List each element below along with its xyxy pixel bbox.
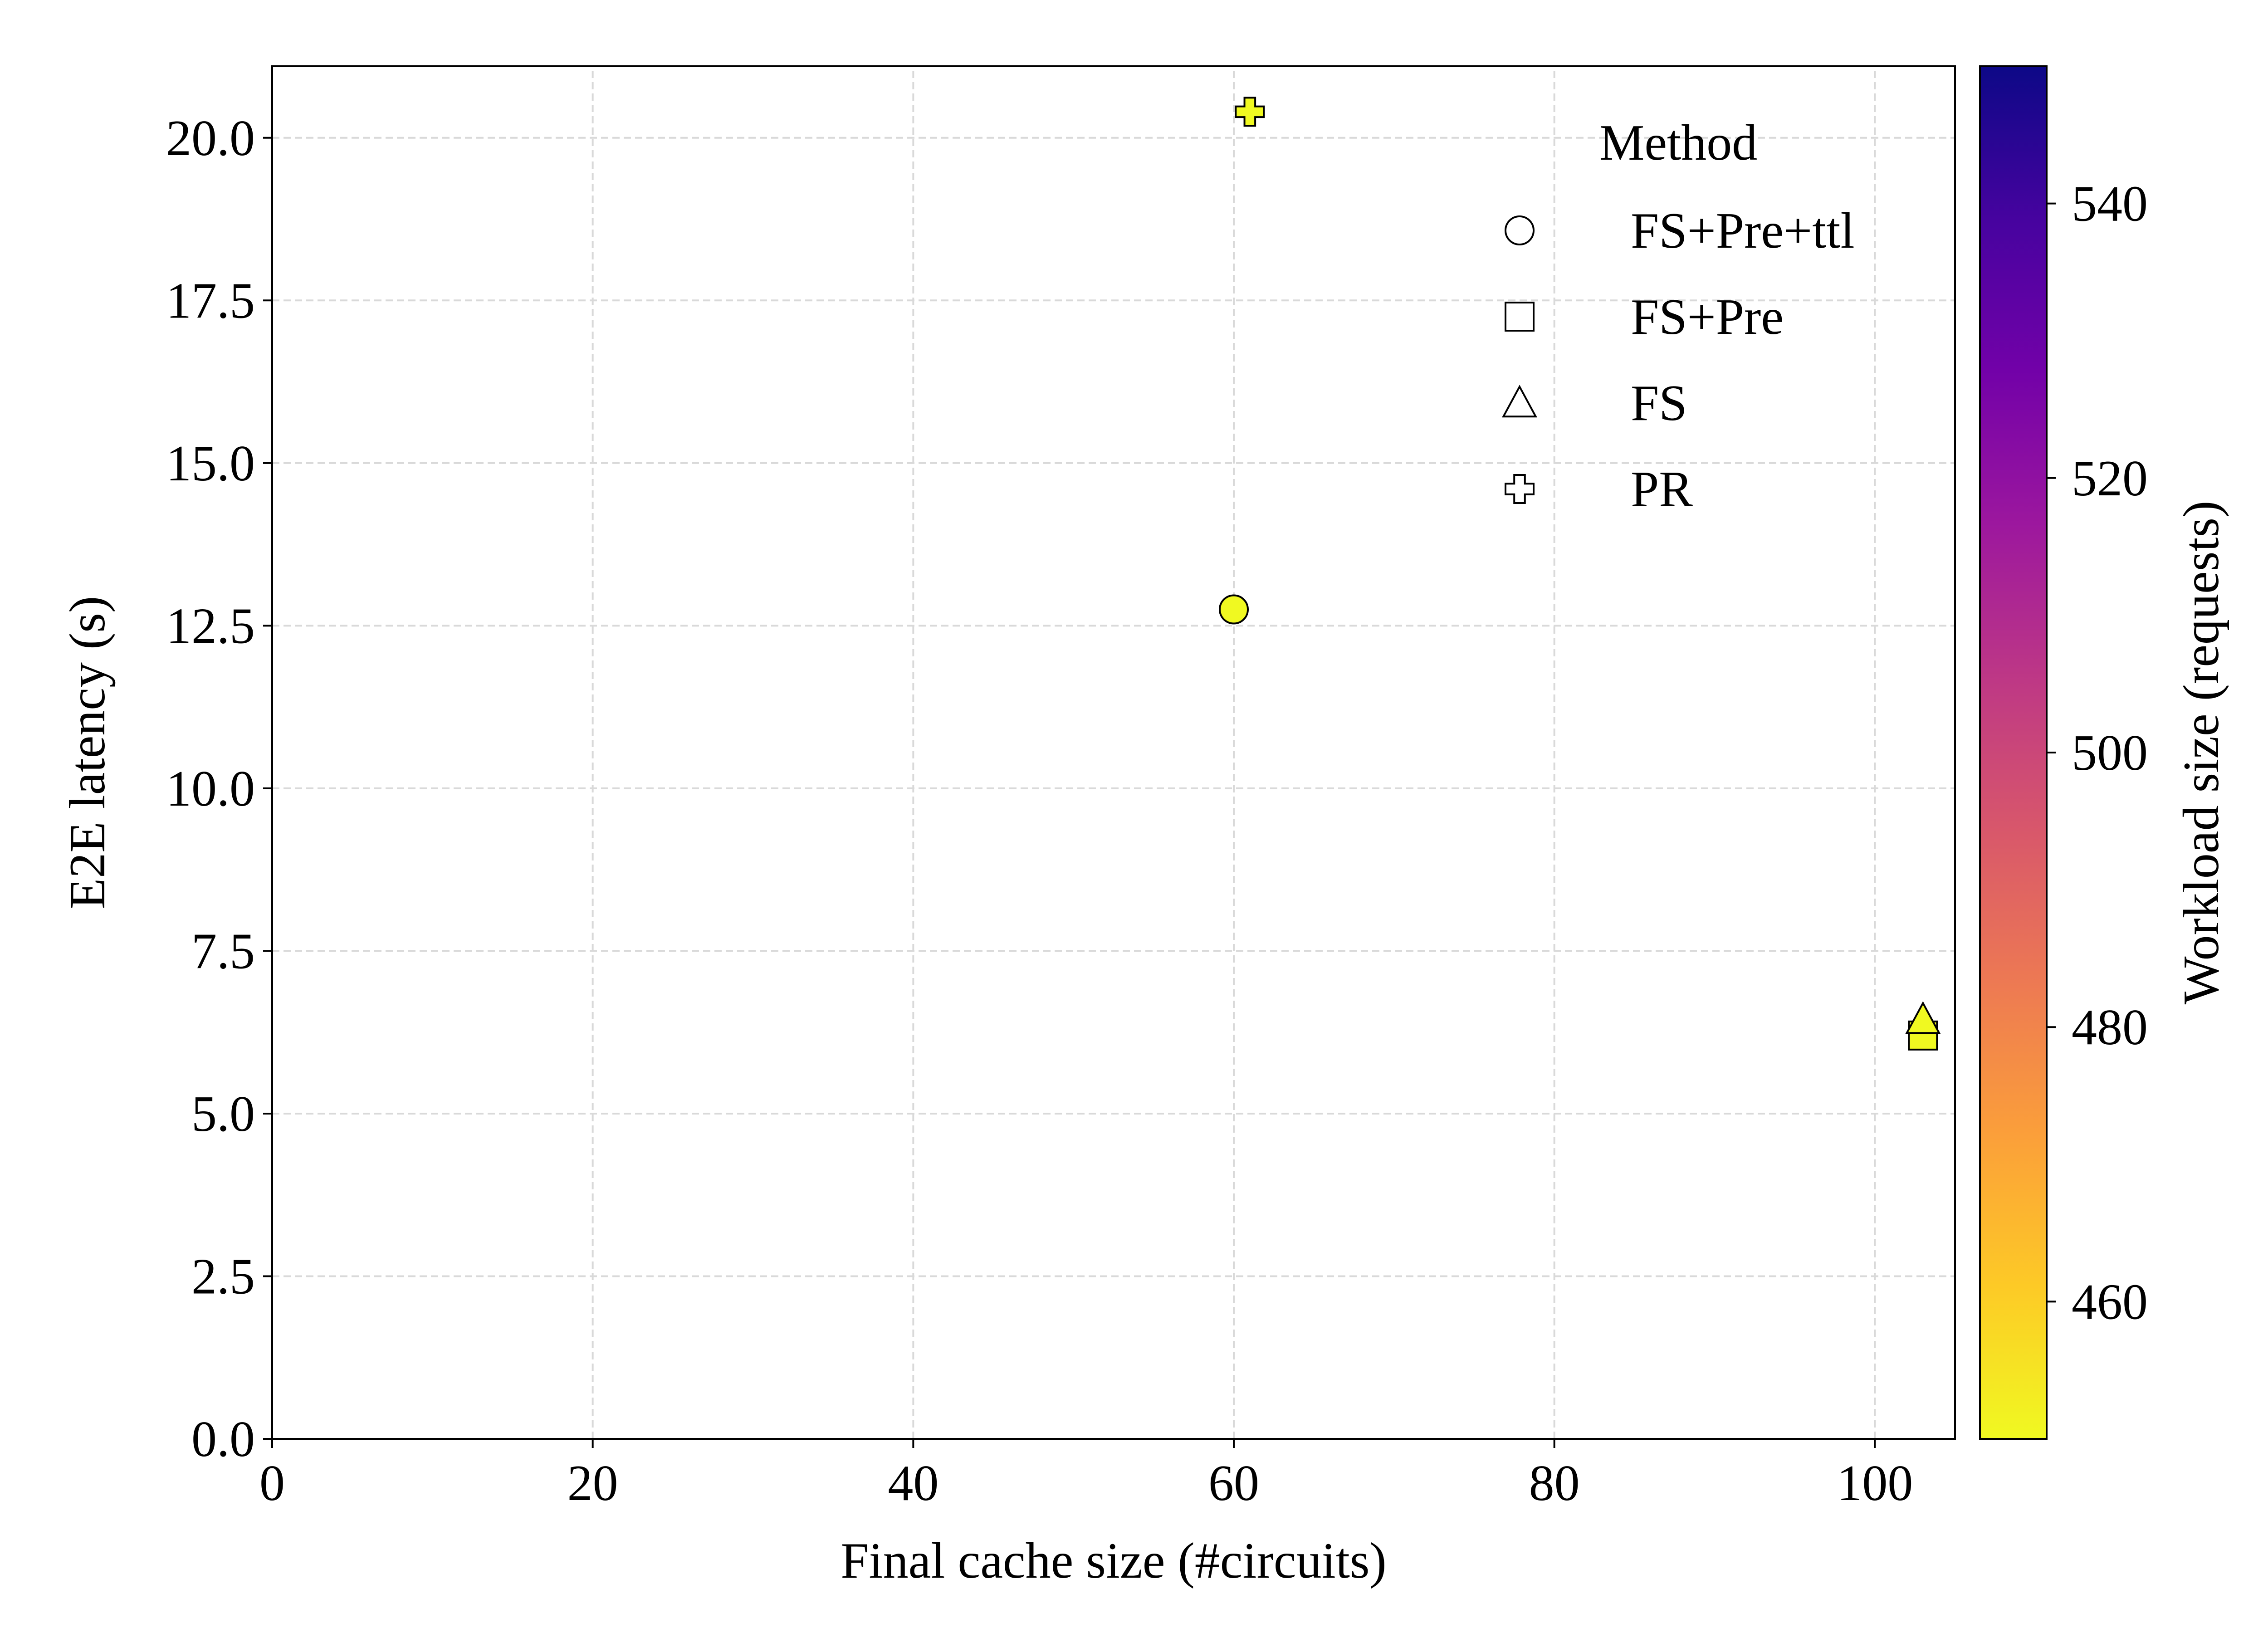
data-point-fs-pre-ttl (1219, 594, 1249, 625)
x-tick-label: 40 (888, 1455, 938, 1511)
colorbar-tick-label: 500 (2072, 725, 2148, 781)
colorbar-gradient (1979, 65, 2048, 1440)
legend-title: Method (1599, 115, 1757, 171)
y-tick-label: 10.0 (166, 761, 255, 817)
y-tick-label: 17.5 (166, 273, 255, 329)
legend-marker-square (1505, 302, 1535, 332)
y-tick-label: 15.0 (166, 435, 255, 492)
data-points (1219, 97, 1941, 1051)
y-tick-label: 12.5 (166, 598, 255, 654)
legend-label: FS+Pre+ttl (1631, 203, 1855, 259)
x-tick-label: 20 (567, 1455, 618, 1511)
x-tick-label: 100 (1837, 1455, 1913, 1511)
colorbar-tick-label: 480 (2072, 999, 2148, 1056)
colorbar-label: Workload size (requests) (2173, 501, 2229, 1005)
colorbar-tick-label: 520 (2072, 450, 2148, 507)
y-tick-label: 5.0 (191, 1086, 255, 1142)
data-point-fs (1905, 1001, 1941, 1034)
legend-label: FS (1631, 375, 1687, 431)
colorbar: 460 480 500 520 540 Workload size (requests) (1979, 65, 2229, 1440)
y-tick-label: 0.0 (191, 1411, 255, 1467)
y-tick-label: 2.5 (191, 1248, 255, 1305)
legend: Method FS+Pre+ttl FS+Pre FS PR (1501, 115, 1855, 518)
y-tick-label: 7.5 (191, 923, 255, 979)
grid (272, 66, 1955, 1439)
colorbar-tick-label: 540 (2072, 176, 2148, 232)
colorbar-tick-label: 460 (2072, 1274, 2148, 1330)
y-tick-label: 20.0 (166, 110, 255, 166)
x-axis-label: Final cache size (#circuits) (841, 1533, 1386, 1589)
x-tick-label: 60 (1208, 1455, 1259, 1511)
plot-area-frame (271, 65, 1956, 1440)
legend-marker-triangle (1501, 385, 1538, 418)
data-point-pr (1235, 97, 1265, 127)
axis-ticks: 0 20 40 60 80 100 0.0 2.5 5.0 7.5 10.0 12.5 15.0 17.5… (166, 110, 1913, 1511)
x-tick-label: 0 (259, 1455, 285, 1511)
x-tick-label: 80 (1529, 1455, 1580, 1511)
legend-marker-plus (1505, 474, 1535, 504)
legend-label: FS+Pre (1631, 289, 1784, 345)
y-axis-label: E2E latency (s) (59, 596, 116, 909)
legend-marker-circle (1505, 215, 1535, 245)
legend-label: PR (1631, 461, 1693, 518)
